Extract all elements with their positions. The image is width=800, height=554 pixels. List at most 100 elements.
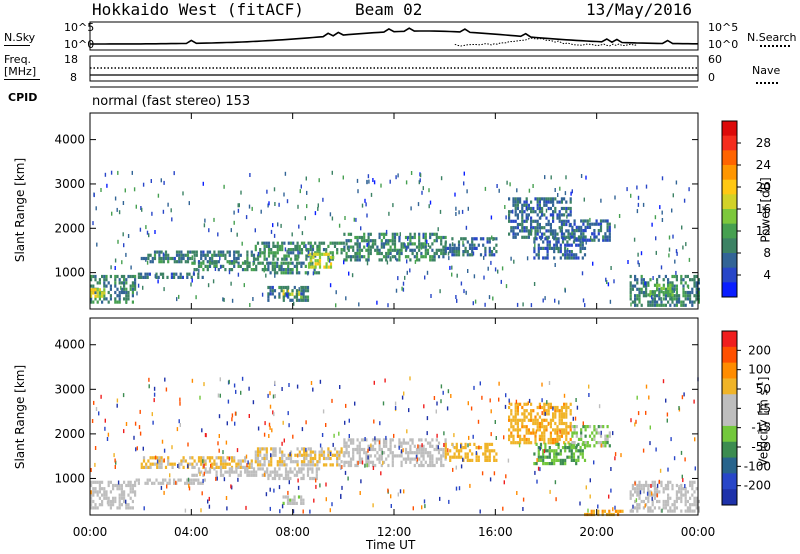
echo-cell <box>162 260 165 264</box>
echo-cell <box>516 425 519 429</box>
echo-cell <box>391 457 394 461</box>
echo-cell <box>653 303 656 307</box>
velocity-colorbar-swatch <box>722 346 737 364</box>
echo-cell <box>534 226 537 230</box>
echo-cell <box>378 248 381 252</box>
echo-cell <box>638 487 641 491</box>
echo-cell <box>555 243 558 247</box>
echo-cell <box>530 200 533 204</box>
echo-cell <box>572 253 576 257</box>
echo-cell <box>629 490 632 494</box>
noise-cell <box>141 207 143 212</box>
echo-cell <box>389 447 392 452</box>
echo-cell <box>385 258 388 262</box>
echo-cell <box>689 480 692 484</box>
noise-cell <box>278 485 281 490</box>
echo-cell <box>293 295 296 299</box>
echo-cell <box>440 454 443 458</box>
echo-cell <box>244 470 247 474</box>
noise-cell <box>335 290 337 295</box>
echo-cell <box>96 281 99 285</box>
noise-cell <box>217 232 219 237</box>
echo-cell <box>599 425 603 429</box>
echo-cell <box>442 235 445 240</box>
echo-cell <box>235 250 238 254</box>
echo-cell <box>98 278 101 282</box>
noise-cell <box>402 281 405 286</box>
echo-cell <box>678 496 681 500</box>
noise-cell <box>505 284 508 289</box>
echo-cell <box>393 239 397 243</box>
echo-cell <box>523 219 526 223</box>
echo-cell <box>118 278 121 282</box>
noise-cell <box>470 406 473 411</box>
echo-cell <box>642 278 645 282</box>
echo-cell <box>261 456 264 461</box>
echo-cell <box>127 506 130 510</box>
echo-cell <box>573 219 576 223</box>
noise-cell <box>556 430 559 435</box>
echo-cell <box>282 495 285 499</box>
echo-cell <box>595 219 598 223</box>
noise-cell <box>613 279 615 284</box>
echo-cell <box>112 496 115 500</box>
noise-cell <box>288 423 290 428</box>
echo-cell <box>402 457 405 461</box>
echo-cell <box>322 453 326 457</box>
echo-cell <box>525 213 528 217</box>
echo-cell <box>546 449 549 453</box>
echo-cell <box>391 242 394 246</box>
echo-cell <box>109 503 112 507</box>
echo-cell <box>356 438 359 442</box>
echo-cell <box>137 275 140 279</box>
noise-cell <box>446 406 449 411</box>
echo-cell <box>516 434 519 438</box>
noise-cell <box>367 455 369 460</box>
noise-cell <box>401 395 404 400</box>
echo-cell <box>543 441 546 445</box>
echo-cell <box>542 455 545 459</box>
noise-cell <box>397 249 399 254</box>
echo-cell <box>188 481 191 485</box>
echo-cell <box>289 467 292 471</box>
echo-cell <box>131 506 134 510</box>
echo-cell <box>667 493 670 497</box>
echo-cell <box>552 437 555 442</box>
noise-cell <box>408 408 410 413</box>
echo-cell <box>536 197 539 201</box>
echo-cell <box>376 248 379 252</box>
echo-cell <box>593 235 596 239</box>
echo-cell <box>352 255 355 259</box>
echo-cell <box>582 229 585 233</box>
echo-cell <box>484 458 487 462</box>
echo-cell <box>107 499 110 504</box>
echo-cell <box>107 480 110 484</box>
noise-cell <box>583 197 585 202</box>
noise-cell <box>544 411 546 416</box>
noise-cell <box>439 209 442 214</box>
echo-cell <box>566 455 569 459</box>
echo-cell <box>595 222 598 226</box>
noise-cell <box>527 216 529 221</box>
echo-cell <box>365 460 368 464</box>
echo-cell <box>137 272 140 276</box>
echo-cell <box>180 459 183 463</box>
noise-cell <box>472 434 474 439</box>
noise-cell <box>371 243 373 248</box>
echo-cell <box>267 292 270 296</box>
echo-cell <box>385 232 388 236</box>
echo-cell <box>557 240 560 244</box>
echo-cell <box>137 481 140 485</box>
echo-cell <box>189 256 192 261</box>
echo-cell <box>569 206 572 211</box>
echo-cell <box>211 465 214 469</box>
noise-cell <box>222 450 224 455</box>
echo-cell <box>241 459 245 463</box>
echo-cell <box>444 449 447 453</box>
echo-cell <box>276 473 279 477</box>
noise-cell <box>190 282 192 287</box>
noise-cell <box>404 243 406 248</box>
echo-cell <box>409 232 412 236</box>
echo-cell <box>541 197 544 201</box>
echo-cell <box>621 509 624 513</box>
